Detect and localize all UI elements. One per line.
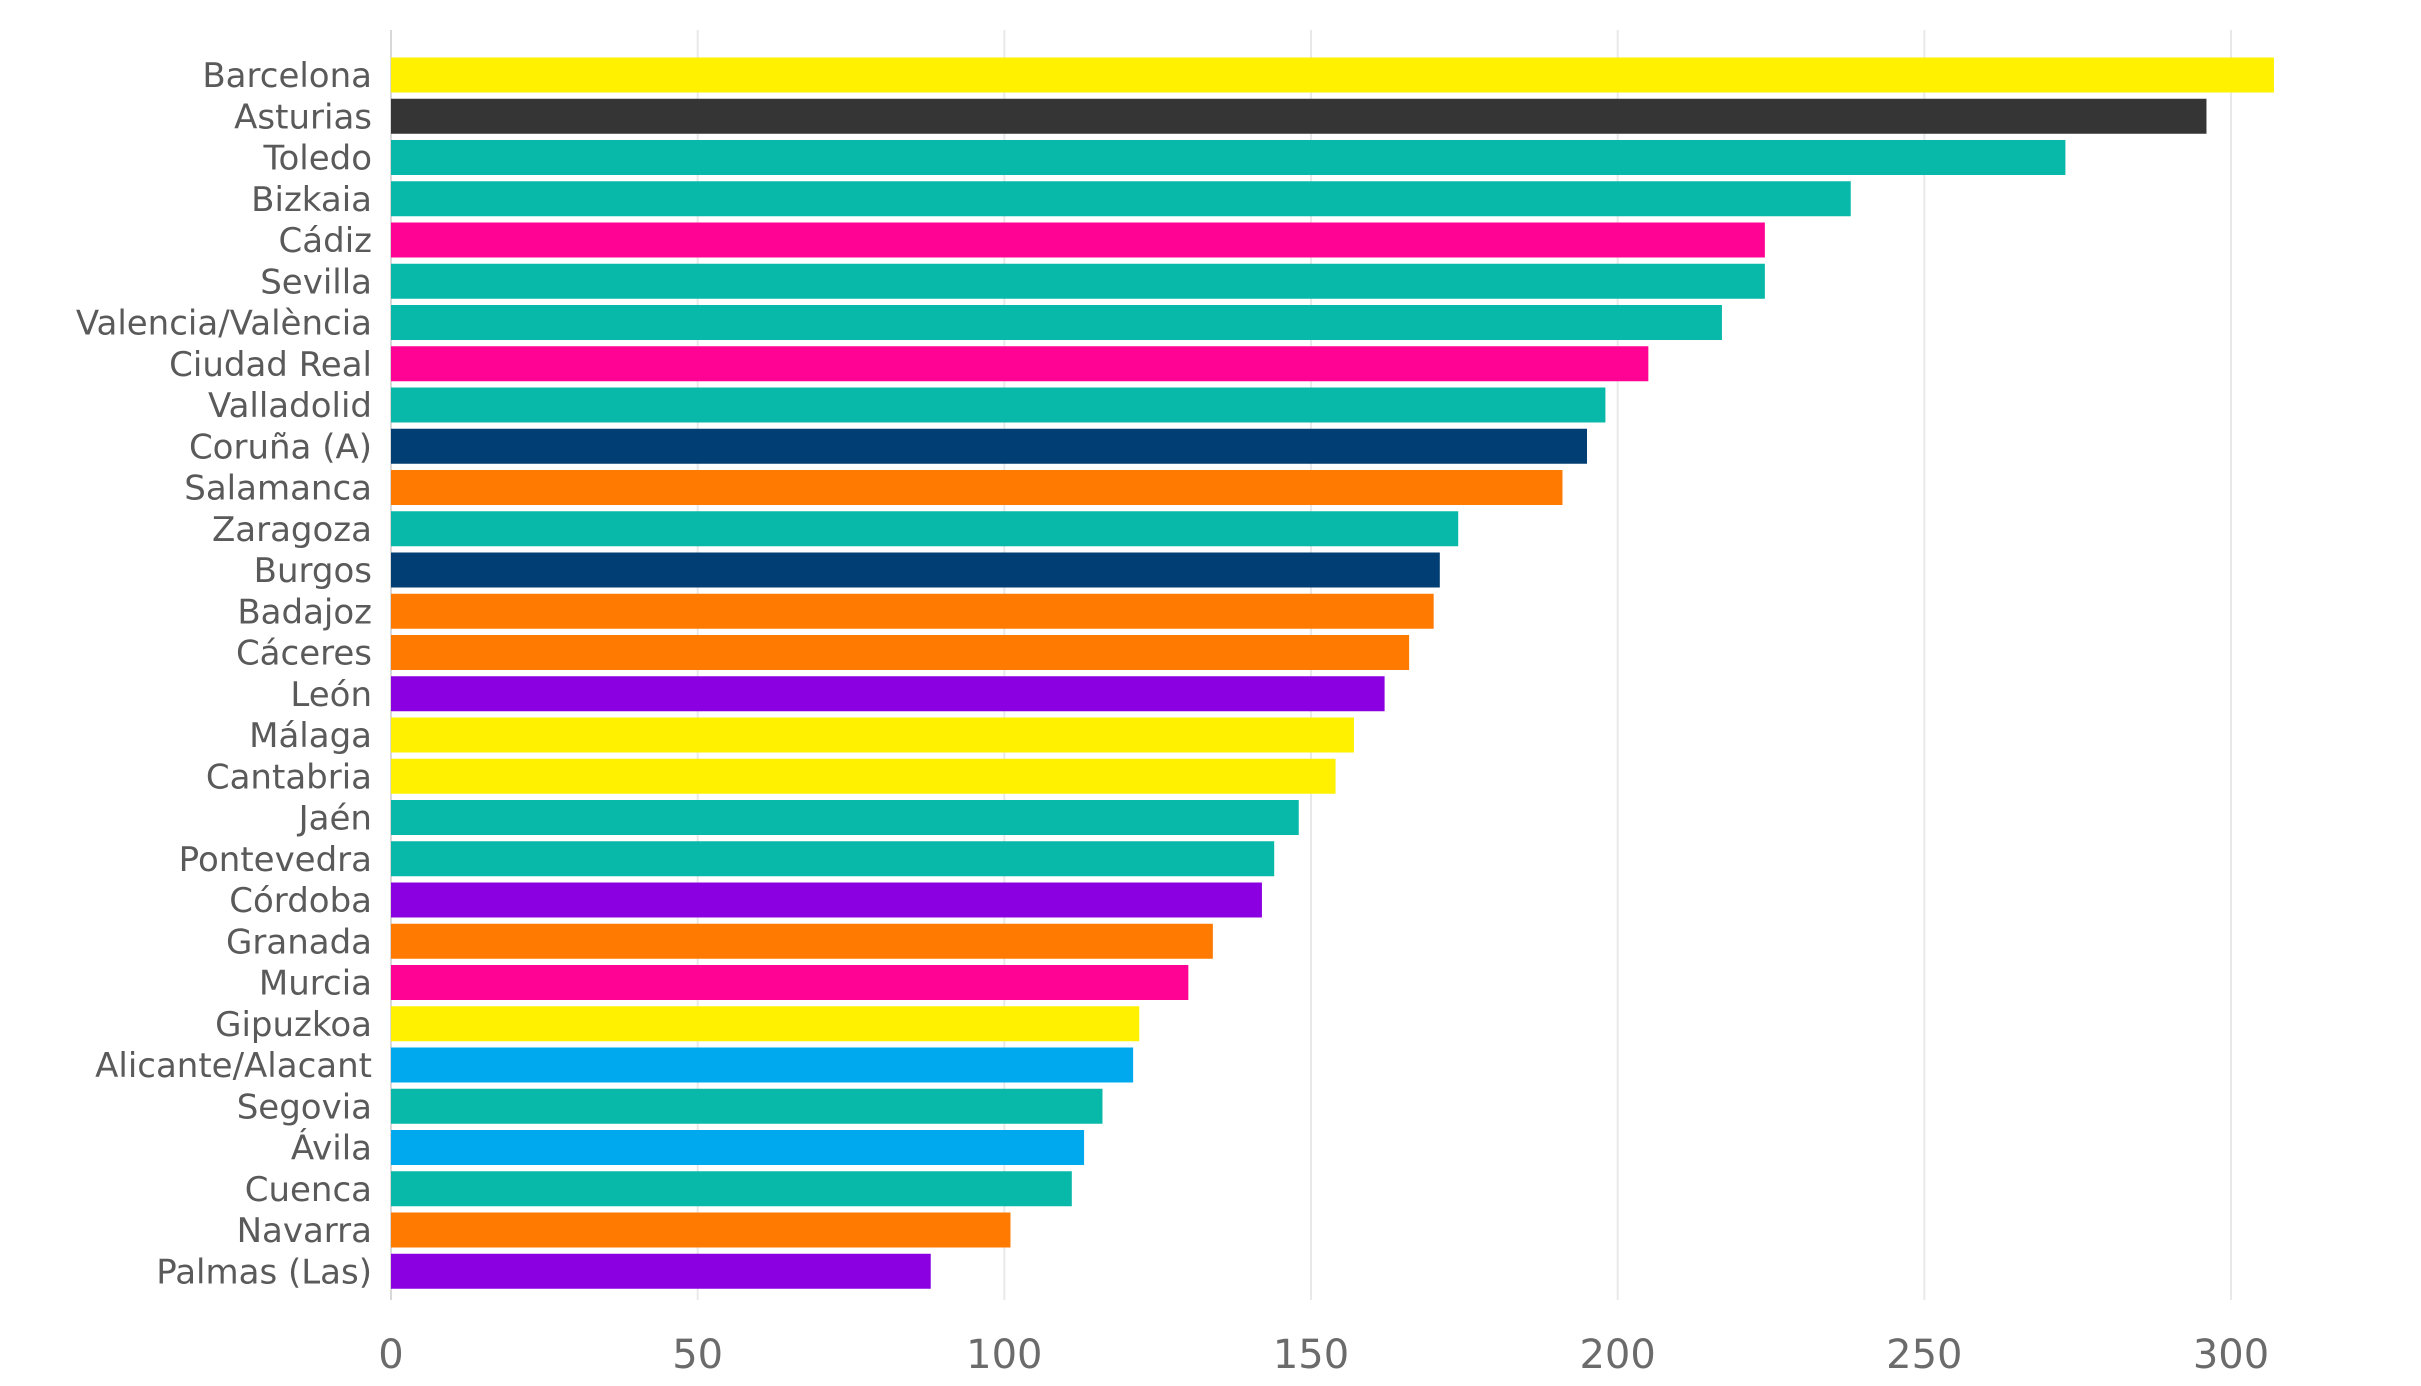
category-label: Burgos [254, 551, 372, 591]
category-label: Bizkaia [251, 180, 372, 220]
bar[interactable] [391, 923, 1213, 959]
category-label: Córdoba [229, 881, 372, 921]
bar[interactable] [391, 470, 1563, 505]
category-label: Valencia/València [76, 304, 372, 344]
category-label: Zaragoza [212, 510, 372, 550]
bar[interactable] [391, 387, 1606, 423]
category-label: Jaén [297, 799, 372, 839]
x-tick-label: 100 [966, 1332, 1042, 1378]
bar[interactable] [391, 1006, 1140, 1042]
bar[interactable] [391, 222, 1765, 258]
category-label: Ciudad Real [169, 345, 372, 385]
category-label: Navarra [237, 1211, 372, 1251]
category-labels: BarcelonaAsturiasToledoBizkaiaCádizSevil… [76, 56, 372, 1292]
category-label: Alicante/Alacant [95, 1046, 372, 1086]
category-label: Ávila [291, 1128, 372, 1169]
bar[interactable] [391, 346, 1649, 382]
category-label: Cádiz [279, 221, 372, 261]
category-label: Palmas (Las) [156, 1252, 372, 1292]
x-tick-label: 250 [1886, 1332, 1962, 1378]
bar[interactable] [391, 676, 1385, 712]
category-label: Gipuzkoa [215, 1005, 372, 1045]
bar-layer [391, 57, 2274, 1289]
bar[interactable] [391, 1130, 1085, 1165]
bar[interactable] [391, 552, 1440, 588]
bar[interactable] [391, 428, 1587, 464]
bar[interactable] [391, 511, 1459, 547]
bar[interactable] [391, 882, 1262, 918]
bar[interactable] [391, 965, 1189, 1000]
category-label: Asturias [234, 97, 372, 137]
category-label: Badajoz [237, 592, 372, 632]
bar[interactable] [391, 57, 2274, 93]
category-label: Toledo [262, 139, 372, 179]
bar[interactable] [391, 1212, 1011, 1248]
bar[interactable] [391, 635, 1410, 670]
category-label: Pontevedra [179, 840, 372, 880]
bar[interactable] [391, 593, 1434, 629]
category-label: León [290, 675, 372, 715]
category-label: Valladolid [208, 386, 372, 426]
bar[interactable] [391, 841, 1275, 877]
category-label: Cuenca [245, 1170, 372, 1210]
category-label: Barcelona [202, 56, 372, 96]
x-tick-label: 50 [672, 1332, 723, 1378]
bar[interactable] [391, 1253, 931, 1289]
bar[interactable] [391, 1047, 1134, 1083]
bar[interactable] [391, 140, 2066, 175]
bar[interactable] [391, 98, 2207, 134]
bar[interactable] [391, 1171, 1072, 1207]
category-label: Cantabria [206, 757, 372, 797]
bar[interactable] [391, 1088, 1103, 1124]
bar[interactable] [391, 800, 1299, 835]
bar[interactable] [391, 717, 1354, 753]
category-label: Granada [226, 922, 372, 962]
x-tick-label: 0 [378, 1332, 403, 1378]
category-label: Sevilla [260, 262, 372, 302]
x-tick-label: 150 [1273, 1332, 1349, 1378]
bar[interactable] [391, 181, 1851, 217]
bar[interactable] [391, 305, 1722, 340]
category-label: Segovia [237, 1087, 372, 1127]
x-axis-ticks: 0 50 100 150 200 250 300 [378, 1332, 2269, 1378]
category-label: Murcia [259, 964, 372, 1004]
x-tick-label: 300 [2193, 1332, 2269, 1378]
category-label: Salamanca [184, 469, 372, 509]
bar[interactable] [391, 263, 1765, 299]
category-label: Málaga [249, 716, 372, 756]
category-label: Cáceres [236, 634, 372, 674]
x-tick-label: 200 [1579, 1332, 1655, 1378]
category-label: Coruña (A) [189, 427, 372, 467]
bar[interactable] [391, 758, 1336, 794]
